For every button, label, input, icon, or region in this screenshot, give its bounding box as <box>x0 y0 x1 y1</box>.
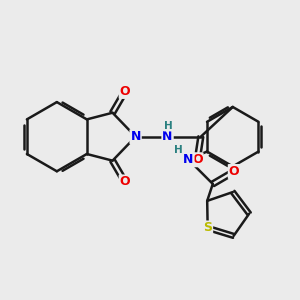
Text: S: S <box>203 221 212 235</box>
Text: O: O <box>229 165 239 178</box>
Text: O: O <box>192 153 202 166</box>
Text: H: H <box>174 145 183 155</box>
Text: N: N <box>183 153 194 166</box>
Text: H: H <box>164 121 173 130</box>
Text: N: N <box>130 130 141 143</box>
Text: N: N <box>162 130 173 143</box>
Text: O: O <box>120 85 130 98</box>
Text: O: O <box>120 176 130 188</box>
